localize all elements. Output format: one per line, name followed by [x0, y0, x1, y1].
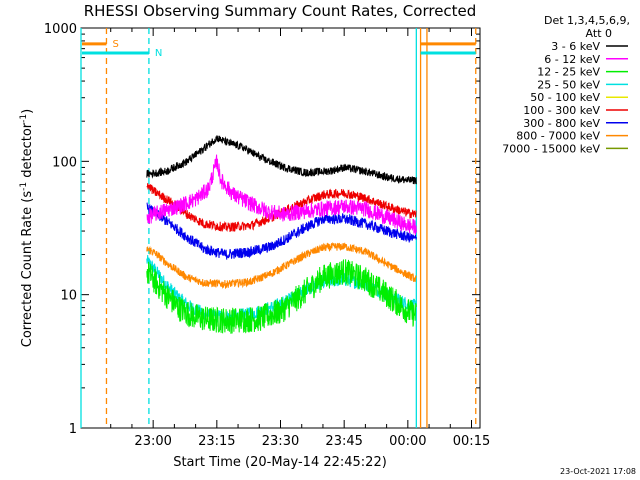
y-axis-label: Corrected Count Rate (s-1 detector-1)	[19, 109, 35, 347]
x-tick-label: 23:45	[325, 434, 362, 449]
x-tick-label: 23:00	[134, 434, 171, 449]
x-axis-label: Start Time (20-May-14 22:45:22)	[173, 455, 387, 470]
legend-header-line2: Att 0	[586, 27, 612, 40]
series-line	[146, 241, 417, 290]
series-lines	[146, 135, 417, 334]
x-tick-label: 23:15	[198, 434, 235, 449]
legend-label: 6 - 12 keV	[544, 53, 600, 66]
legend-label: 25 - 50 keV	[537, 78, 600, 91]
legend-label: 100 - 300 keV	[523, 104, 600, 117]
series-line	[146, 154, 417, 236]
series-line	[146, 259, 417, 334]
legend-header-line1: Det 1,3,4,5,6,9,	[544, 14, 630, 27]
legend-label: 3 - 6 keV	[551, 40, 600, 53]
x-tick-label: 00:15	[453, 434, 490, 449]
y-tick-label: 10	[60, 289, 77, 304]
y-tick-label: 100	[52, 155, 77, 170]
x-tick-label: 23:30	[262, 434, 299, 449]
legend-label: 12 - 25 keV	[537, 66, 600, 79]
chart-title: RHESSI Observing Summary Count Rates, Co…	[84, 2, 477, 20]
series-line	[146, 135, 417, 185]
y-tick-label: 1000	[44, 22, 77, 37]
axis-ticks: 23:00 23:15 23:30 23:45 00:00 00:15 1 10 100 1000	[44, 22, 490, 449]
legend-label: 300 - 800 keV	[523, 117, 600, 130]
legend-label: 800 - 7000 keV	[516, 130, 600, 143]
series-line	[146, 202, 417, 260]
legend-label: 7000 - 15000 keV	[502, 142, 600, 155]
x-tick-label: 00:00	[389, 434, 426, 449]
footer-date: 23-Oct-2021 17:08	[560, 467, 636, 476]
y-tick-label: 1	[69, 422, 77, 437]
legend-label: 50 - 100 keV	[530, 91, 600, 104]
state-label: N	[155, 48, 162, 59]
state-label: S	[112, 39, 118, 50]
